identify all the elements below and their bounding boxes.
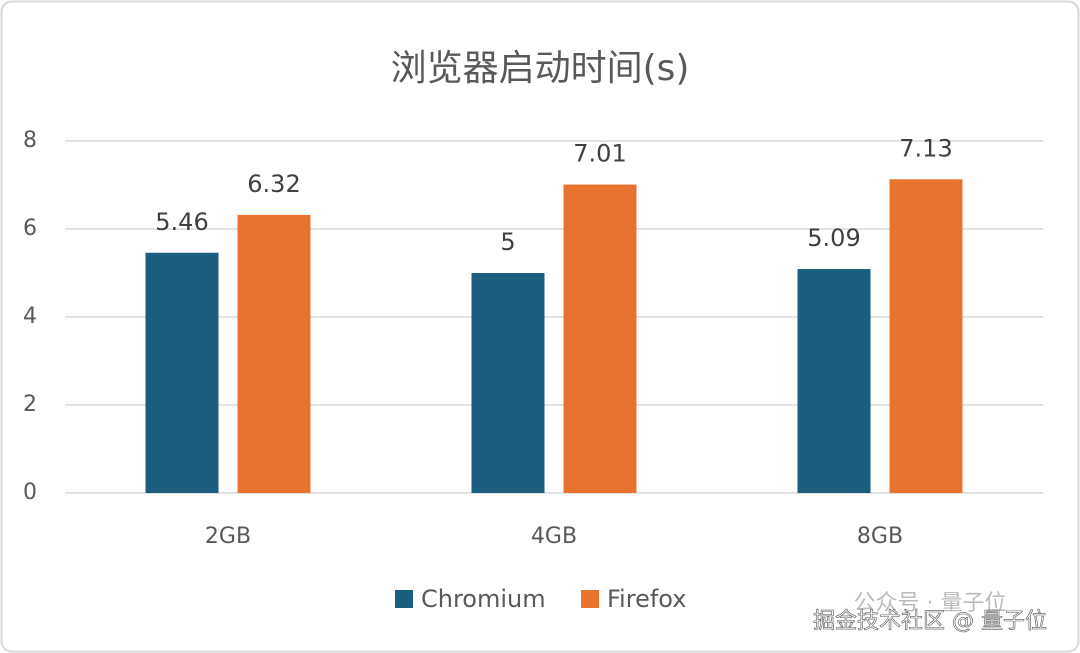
bar bbox=[563, 184, 637, 493]
x-tick-label: 8GB bbox=[857, 524, 903, 549]
legend-label: Chromium bbox=[421, 585, 546, 613]
bar bbox=[797, 269, 871, 493]
value-label: 7.01 bbox=[573, 140, 626, 168]
value-label: 5.09 bbox=[807, 224, 860, 252]
value-label: 7.13 bbox=[899, 134, 952, 162]
value-label: 5.46 bbox=[155, 208, 208, 236]
x-tick-label: 4GB bbox=[531, 524, 577, 549]
watermark-faint: 公众号 · 量子位 bbox=[854, 591, 1007, 616]
legend-label: Firefox bbox=[607, 585, 686, 613]
y-tick-label: 2 bbox=[23, 392, 37, 417]
bar bbox=[145, 252, 219, 493]
y-tick-label: 0 bbox=[23, 480, 37, 505]
watermark: 掘金技术社区 @ 量子位 bbox=[813, 609, 1047, 634]
y-tick-label: 8 bbox=[23, 128, 37, 153]
x-tick-label: 2GB bbox=[205, 524, 251, 549]
bar bbox=[471, 273, 545, 493]
bar bbox=[237, 214, 311, 494]
y-tick-label: 6 bbox=[23, 216, 37, 241]
legend-swatch bbox=[581, 590, 599, 608]
value-label: 6.32 bbox=[247, 170, 300, 198]
chart-title: 浏览器启动时间(s) bbox=[391, 48, 690, 89]
legend-swatch bbox=[395, 590, 413, 608]
y-tick-label: 4 bbox=[23, 304, 37, 329]
bar bbox=[889, 179, 963, 493]
value-label: 5 bbox=[500, 228, 515, 256]
